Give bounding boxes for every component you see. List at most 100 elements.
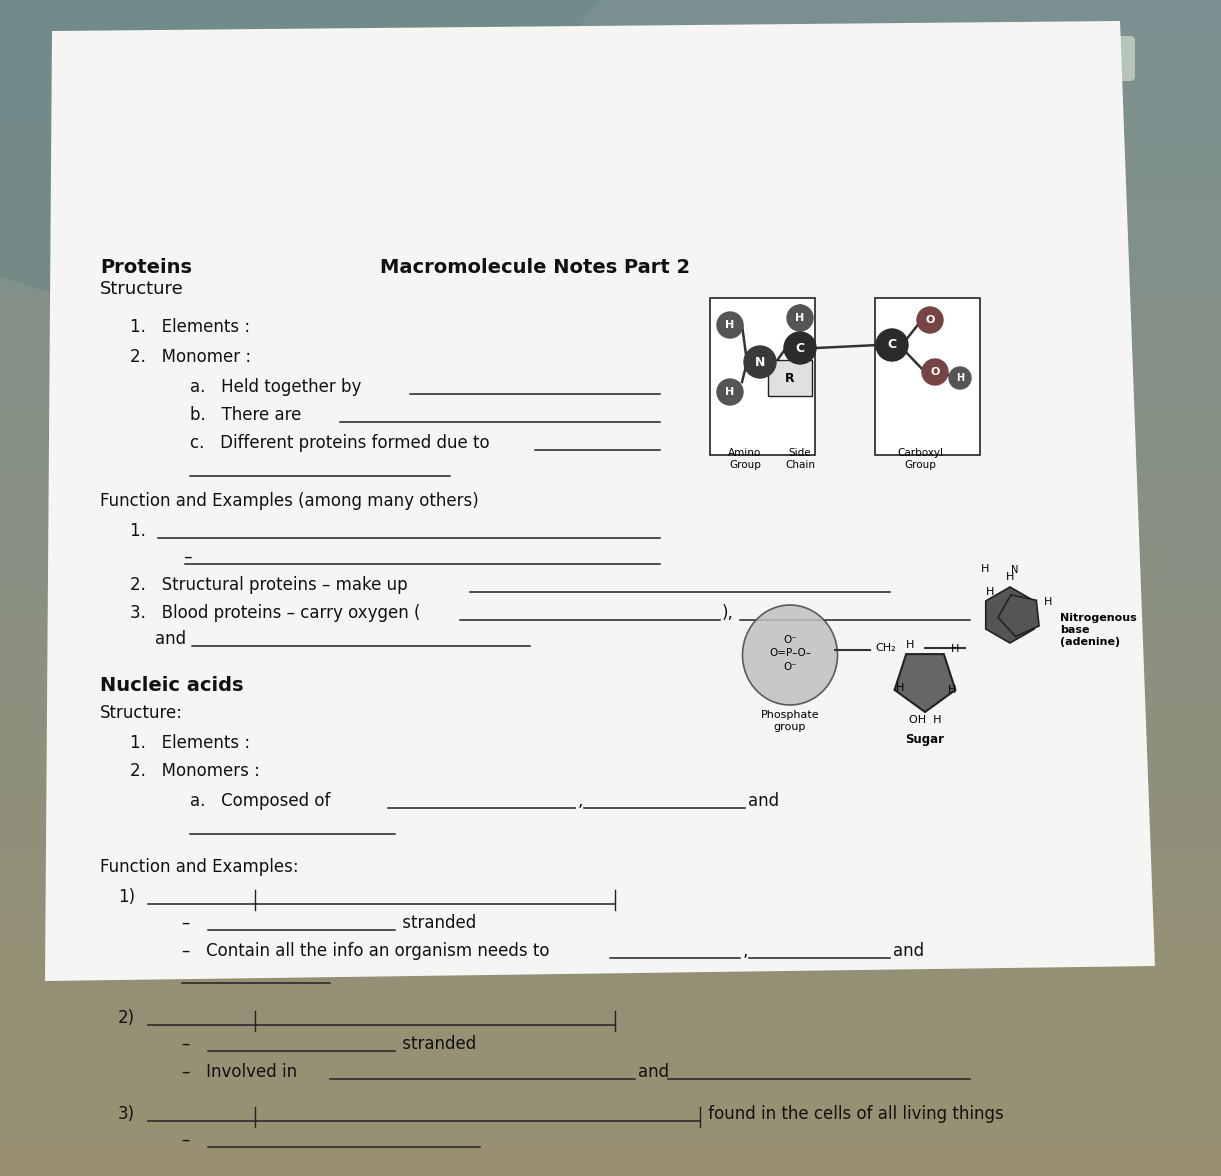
- Bar: [0, 794, 1221, 823]
- Polygon shape: [45, 21, 1155, 981]
- Text: N: N: [1011, 564, 1018, 575]
- Bar: [0, 59, 1221, 88]
- Polygon shape: [998, 595, 1039, 636]
- Circle shape: [917, 307, 943, 333]
- Bar: [0, 1029, 1221, 1058]
- Text: 1.   Elements :: 1. Elements :: [129, 318, 250, 336]
- Ellipse shape: [742, 604, 838, 704]
- Text: H: H: [985, 587, 994, 597]
- Text: –: –: [182, 1035, 206, 1053]
- Text: H: H: [956, 373, 965, 383]
- Text: Phosphate
group: Phosphate group: [761, 710, 819, 731]
- Bar: [0, 617, 1221, 647]
- Bar: [0, 88, 1221, 118]
- Text: Function and Examples (among many others): Function and Examples (among many others…: [100, 492, 479, 510]
- Bar: [0, 911, 1221, 941]
- Text: a.   Held together by: a. Held together by: [190, 377, 361, 396]
- Bar: [0, 1088, 1221, 1117]
- Text: O: O: [930, 367, 940, 377]
- Text: H: H: [980, 564, 989, 574]
- Bar: [0, 206, 1221, 235]
- Text: Nucleic acids: Nucleic acids: [100, 676, 243, 695]
- Text: Function and Examples:: Function and Examples:: [100, 858, 299, 876]
- Circle shape: [717, 379, 744, 405]
- Text: stranded: stranded: [397, 914, 476, 933]
- Bar: [0, 764, 1221, 794]
- Text: 1): 1): [118, 888, 136, 906]
- Text: 2.   Structural proteins – make up: 2. Structural proteins – make up: [129, 576, 408, 594]
- Circle shape: [949, 367, 971, 389]
- Text: and: and: [639, 1063, 669, 1081]
- Bar: [0, 412, 1221, 441]
- Circle shape: [784, 332, 816, 365]
- Bar: [0, 1147, 1221, 1176]
- Polygon shape: [895, 654, 956, 711]
- Bar: [0, 941, 1221, 970]
- Bar: [0, 265, 1221, 294]
- Bar: [0, 0, 1221, 29]
- Bar: [0, 294, 1221, 323]
- Text: ,: ,: [744, 942, 748, 960]
- Bar: [0, 1058, 1221, 1088]
- Text: Proteins: Proteins: [100, 258, 192, 278]
- Text: H: H: [951, 644, 960, 654]
- Bar: [0, 529, 1221, 559]
- Bar: [0, 823, 1221, 853]
- Text: H: H: [1006, 572, 1015, 582]
- Bar: [0, 382, 1221, 412]
- Bar: [0, 559, 1221, 588]
- Text: O=P–O–: O=P–O–: [769, 648, 811, 659]
- Bar: [0, 470, 1221, 500]
- Text: –   Involved in: – Involved in: [182, 1063, 297, 1081]
- Bar: [0, 441, 1221, 470]
- Text: H: H: [896, 683, 905, 693]
- Text: R: R: [785, 372, 795, 385]
- Bar: [0, 1000, 1221, 1029]
- Polygon shape: [0, 0, 600, 376]
- FancyBboxPatch shape: [745, 36, 1136, 81]
- FancyBboxPatch shape: [875, 298, 980, 455]
- Circle shape: [875, 329, 908, 361]
- Text: and: and: [893, 942, 924, 960]
- Bar: [0, 882, 1221, 911]
- Bar: [0, 588, 1221, 617]
- Bar: [0, 353, 1221, 382]
- Bar: [0, 118, 1221, 147]
- Text: Nitrogenous
base
(adenine): Nitrogenous base (adenine): [1060, 614, 1137, 647]
- Circle shape: [717, 312, 744, 338]
- FancyBboxPatch shape: [768, 360, 812, 396]
- Bar: [0, 29, 1221, 59]
- Bar: [0, 676, 1221, 706]
- Text: Structure: Structure: [100, 280, 183, 298]
- Text: H: H: [725, 320, 735, 330]
- Text: OH  H: OH H: [908, 715, 941, 724]
- Bar: [0, 176, 1221, 206]
- Bar: [0, 735, 1221, 764]
- Text: Side
Chain: Side Chain: [785, 448, 814, 469]
- Bar: [0, 323, 1221, 353]
- Text: Carboxyl
Group: Carboxyl Group: [897, 448, 943, 469]
- Text: –: –: [182, 1131, 206, 1149]
- Text: O⁻: O⁻: [783, 662, 797, 671]
- Text: found in the cells of all living things: found in the cells of all living things: [703, 1105, 1004, 1123]
- Text: Macromolecule Notes Part 2: Macromolecule Notes Part 2: [380, 258, 690, 278]
- Text: ,: ,: [578, 791, 584, 810]
- Text: ),: ),: [722, 604, 734, 622]
- Text: –: –: [158, 548, 193, 566]
- Text: stranded: stranded: [397, 1035, 476, 1053]
- Bar: [0, 647, 1221, 676]
- Text: H: H: [725, 387, 735, 397]
- Text: 2): 2): [118, 1009, 136, 1027]
- Text: C: C: [888, 339, 896, 352]
- Text: H: H: [906, 640, 915, 650]
- Text: 1.   Elements :: 1. Elements :: [129, 734, 250, 751]
- Text: Amino
Group: Amino Group: [729, 448, 762, 469]
- Bar: [0, 706, 1221, 735]
- Text: O: O: [926, 315, 935, 325]
- Bar: [0, 970, 1221, 1000]
- Circle shape: [922, 359, 947, 385]
- Text: 3.   Blood proteins – carry oxygen (: 3. Blood proteins – carry oxygen (: [129, 604, 420, 622]
- Text: H: H: [1044, 597, 1053, 607]
- Text: C: C: [795, 341, 805, 354]
- Circle shape: [744, 346, 777, 377]
